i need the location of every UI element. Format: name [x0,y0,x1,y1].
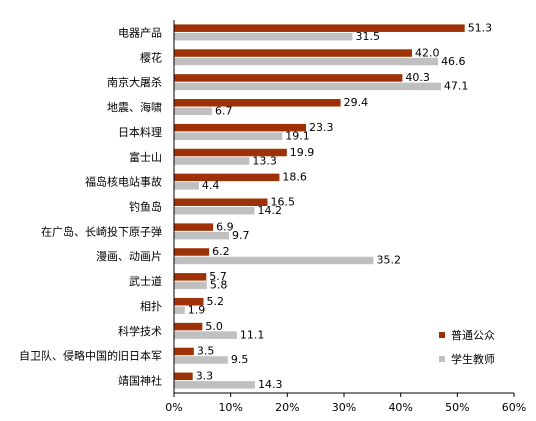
value-label: 16.5 [271,196,296,209]
bar-students-teachers [174,32,353,41]
value-label: 14.2 [257,204,282,217]
category-label: 富士山 [129,150,162,164]
category-label: 樱花 [140,51,162,64]
category-label: 相扑 [140,299,162,313]
value-label: 5.2 [206,295,224,308]
category-label: 靖国神社 [118,374,162,388]
value-label: 18.6 [282,171,307,184]
x-tick-label: 0% [165,401,182,414]
x-tick-label: 50% [445,401,469,414]
bar-students-teachers [174,207,255,215]
category-label: 南京大屠杀 [107,75,162,89]
bars-group [174,24,465,389]
legend-swatch [439,332,445,338]
bar-public [174,273,207,281]
x-tick-label: 20% [275,401,299,414]
value-label: 3.5 [197,345,215,358]
bar-students-teachers [174,331,237,339]
bar-students-teachers [174,231,229,240]
category-label: 漫画、动画片 [96,249,162,263]
value-label: 42.0 [415,46,440,59]
value-label: 5.0 [205,320,223,333]
bar-students-teachers [174,132,283,140]
value-label: 3.3 [196,370,214,383]
value-label: 6.2 [212,245,230,258]
value-label: 6.7 [215,105,233,118]
bar-public [174,347,194,356]
bar-public [174,322,203,331]
bar-students-teachers [174,281,207,290]
category-label: 日本料理 [118,125,162,139]
bar-public [174,74,403,82]
value-label: 1.9 [188,303,206,316]
bar-public [174,297,204,306]
bar-public [174,24,465,32]
bar-students-teachers [174,256,374,265]
value-label: 19.9 [290,146,315,159]
labels-group: 电器产品 51.3 31.5 樱花 42.046.6 南京大屠杀 40.3 47.1 地震、海啸… [19,21,492,391]
bar-students-teachers [174,107,212,116]
value-label: 9.7 [232,229,250,242]
category-label: 科学技术 [118,324,162,338]
value-label: 23.3 [309,121,334,134]
value-label: 51.3 [468,21,493,34]
x-tick-label: 40% [388,401,412,414]
bar-students-teachers [174,182,199,190]
legend-label: 学生教师 [451,352,495,366]
value-label: 5.7 [209,270,227,283]
bar-students-teachers [174,356,228,364]
value-label: 47.1 [444,80,469,93]
bar-public [174,223,214,231]
value-label: 9.5 [231,353,249,366]
value-label: 13.3 [252,154,277,167]
bar-public [174,99,341,107]
value-label: 46.6 [441,55,466,68]
bar-public [174,248,210,256]
bar-students-teachers [174,57,439,66]
bar-public [174,123,307,132]
bar-students-teachers [174,306,185,314]
value-label: 40.3 [405,71,430,84]
category-label: 电器产品 [118,25,162,39]
value-label: 31.5 [356,30,381,43]
value-label: 6.9 [216,220,234,233]
x-axis: 0% 10% 20% 30% 40% 50% 60% [165,20,526,414]
x-tick-label: 10% [218,401,242,414]
value-label: 4.4 [202,179,220,192]
legend-swatch [439,356,445,362]
category-label: 地震、海啸 [107,100,162,114]
value-label: 19.1 [285,129,310,142]
bar-students-teachers [174,381,256,389]
category-label: 武士道 [129,274,162,288]
bar-students-teachers [174,157,250,165]
x-tick-label: 60% [502,401,526,414]
bar-public [174,372,193,381]
category-label: 钓鱼岛 [129,200,162,214]
bar-public [174,49,412,57]
value-label: 14.3 [258,378,283,391]
bar-public [174,148,287,157]
bar-public [174,198,268,206]
bar-public [174,173,280,182]
value-label: 35.2 [376,254,401,267]
bar-students-teachers [174,82,441,91]
value-label: 5.8 [210,279,228,292]
legend-label: 普通公众 [451,328,495,342]
value-label: 29.4 [344,96,369,109]
category-label: 福岛核电站事故 [85,175,162,189]
x-tick-label: 30% [332,401,356,414]
value-label: 11.1 [240,328,265,341]
category-label: 自卫队、侵略中国的旧日本军 [19,349,162,363]
category-label: 在广岛、长崎投下原子弹 [41,224,162,238]
